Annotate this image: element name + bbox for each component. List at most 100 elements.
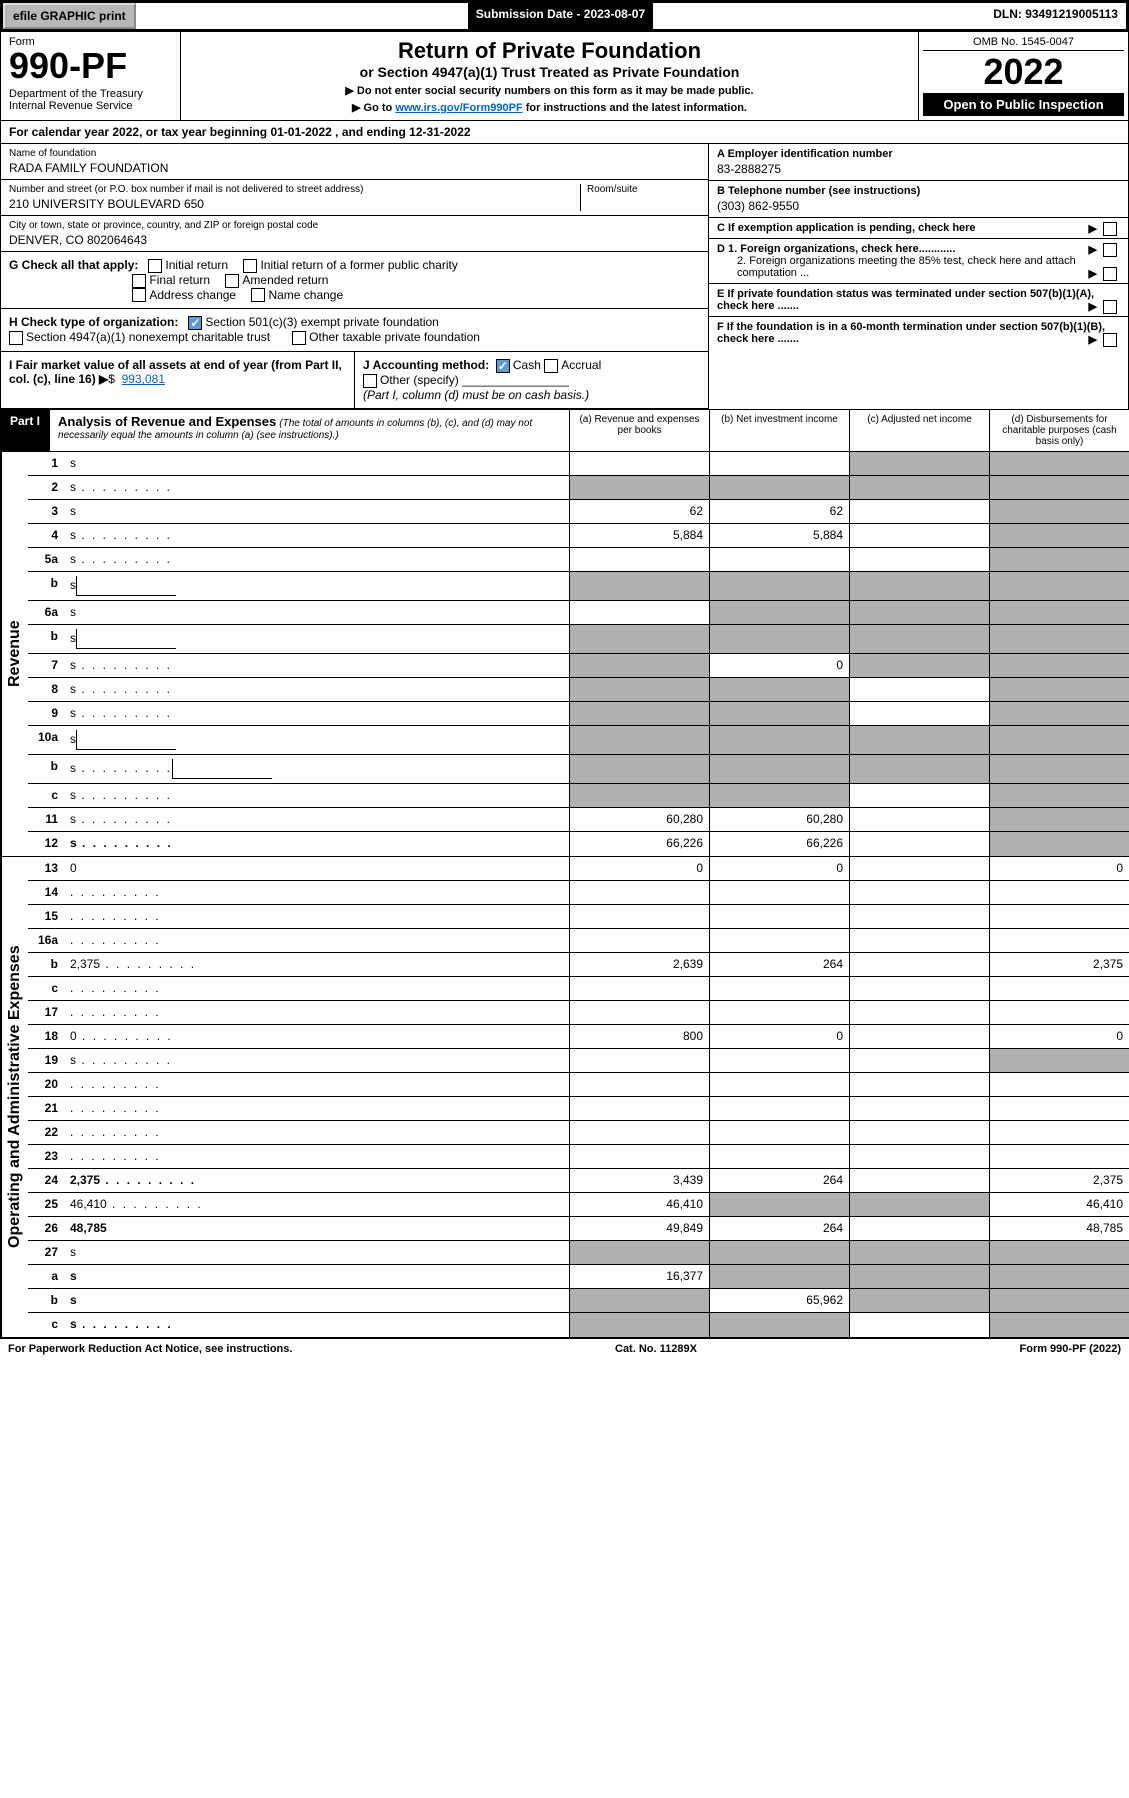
table-row: b2,3752,6392642,375: [28, 953, 1129, 977]
address-change-check[interactable]: [132, 288, 146, 302]
cell-d: [989, 1049, 1129, 1072]
table-row: 130000: [28, 857, 1129, 881]
d1-check[interactable]: [1103, 243, 1117, 257]
expenses-side-label: Operating and Administrative Expenses: [0, 857, 28, 1337]
g-check-row: G Check all that apply: Initial return I…: [1, 252, 708, 309]
line-description: [64, 1097, 569, 1120]
cell-c: [849, 1313, 989, 1337]
table-row: 11s60,28060,280: [28, 808, 1129, 832]
part1-badge: Part I: [0, 410, 50, 451]
501c3-check[interactable]: ✓: [188, 316, 202, 330]
table-row: 5as: [28, 548, 1129, 572]
fmv-value[interactable]: 993,081: [122, 372, 165, 386]
cell-b: 66,226: [709, 832, 849, 856]
line-description: [64, 977, 569, 1000]
table-row: bs: [28, 625, 1129, 654]
other-taxable-check[interactable]: [292, 331, 306, 345]
cell-b: [709, 678, 849, 701]
cell-b: 5,884: [709, 524, 849, 547]
cell-c: [849, 808, 989, 831]
col-c-header: (c) Adjusted net income: [849, 410, 989, 451]
cell-a: [569, 1001, 709, 1024]
4947-check[interactable]: [9, 331, 23, 345]
cell-b: [709, 1193, 849, 1216]
line-description: s: [64, 548, 569, 571]
amended-return-check[interactable]: [225, 274, 239, 288]
cell-c: [849, 1169, 989, 1192]
cell-a: 66,226: [569, 832, 709, 856]
cell-b: [709, 1001, 849, 1024]
table-row: 23: [28, 1145, 1129, 1169]
e-check[interactable]: [1103, 300, 1117, 314]
table-row: c: [28, 977, 1129, 1001]
d2-check[interactable]: [1103, 267, 1117, 281]
cell-c: [849, 905, 989, 928]
ssn-note: ▶ Do not enter social security numbers o…: [187, 84, 912, 97]
line-number: 26: [28, 1217, 64, 1240]
cell-b: 60,280: [709, 808, 849, 831]
cell-c: [849, 500, 989, 523]
line-description: s: [64, 784, 569, 807]
cell-c: [849, 1097, 989, 1120]
line-number: 15: [28, 905, 64, 928]
cell-d: 2,375: [989, 1169, 1129, 1192]
cell-b: [709, 784, 849, 807]
initial-public-check[interactable]: [243, 259, 257, 273]
line-number: 9: [28, 702, 64, 725]
name-change-check[interactable]: [251, 288, 265, 302]
cash-check[interactable]: ✓: [496, 359, 510, 373]
cell-d: [989, 1313, 1129, 1337]
f-check[interactable]: [1103, 333, 1117, 347]
line-description: s: [64, 500, 569, 523]
top-bar: efile GRAPHIC print Submission Date - 20…: [0, 0, 1129, 32]
footer-right: Form 990-PF (2022): [1020, 1343, 1121, 1355]
cell-b: 0: [709, 857, 849, 880]
cell-a: [569, 1289, 709, 1312]
line-number: 19: [28, 1049, 64, 1072]
omb-number: OMB No. 1545-0047: [923, 36, 1124, 51]
c-check[interactable]: [1103, 222, 1117, 236]
cell-d: [989, 678, 1129, 701]
final-return-check[interactable]: [132, 274, 146, 288]
inline-cell: [76, 576, 176, 596]
ein-label: A Employer identification number: [717, 148, 893, 160]
irs-link[interactable]: www.irs.gov/Form990PF: [395, 102, 522, 114]
table-row: bs: [28, 572, 1129, 601]
col-b-header: (b) Net investment income: [709, 410, 849, 451]
page-footer: For Paperwork Reduction Act Notice, see …: [0, 1338, 1129, 1359]
line-number: b: [28, 572, 64, 600]
d2-label: 2. Foreign organizations meeting the 85%…: [717, 255, 1120, 279]
revenue-section: Revenue 1s2s3s62624s5,8845,8845asbs6asbs…: [0, 452, 1129, 857]
other-method-check[interactable]: [363, 374, 377, 388]
line-number: 17: [28, 1001, 64, 1024]
line-number: 13: [28, 857, 64, 880]
cell-b: 65,962: [709, 1289, 849, 1312]
cell-c: [849, 1121, 989, 1144]
cell-c: [849, 601, 989, 624]
cell-a: 49,849: [569, 1217, 709, 1240]
cell-b: [709, 601, 849, 624]
cell-b: [709, 1121, 849, 1144]
cell-a: [569, 755, 709, 783]
line-number: b: [28, 625, 64, 653]
cell-a: [569, 702, 709, 725]
initial-return-check[interactable]: [148, 259, 162, 273]
cell-a: [569, 726, 709, 754]
line-description: [64, 905, 569, 928]
line-number: 6a: [28, 601, 64, 624]
line-description: [64, 1121, 569, 1144]
cell-d: 0: [989, 857, 1129, 880]
cell-b: [709, 1145, 849, 1168]
line-number: 24: [28, 1169, 64, 1192]
cell-b: [709, 929, 849, 952]
cell-d: [989, 601, 1129, 624]
accrual-check[interactable]: [544, 359, 558, 373]
line-description: s: [64, 452, 569, 475]
line-description: 46,410: [64, 1193, 569, 1216]
line-description: [64, 929, 569, 952]
efile-button[interactable]: efile GRAPHIC print: [3, 3, 136, 29]
goto-note: ▶ Go to www.irs.gov/Form990PF for instru…: [187, 101, 912, 114]
line-description: 48,785: [64, 1217, 569, 1240]
line-number: 5a: [28, 548, 64, 571]
form-number: 990-PF: [9, 48, 172, 84]
